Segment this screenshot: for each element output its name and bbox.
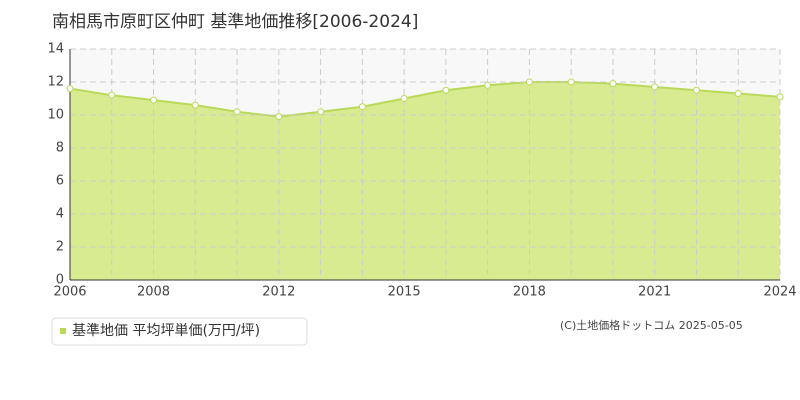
point	[567, 78, 575, 86]
y-tick-label: 14	[47, 42, 64, 57]
credit: (C)土地価格ドットコム 2025-05-05	[560, 318, 743, 332]
y-tick-label: 2	[56, 240, 64, 255]
x-tick-label: 2012	[262, 285, 295, 300]
legend-label: 基準地価 平均坪単価(万円/坪)	[72, 322, 260, 339]
point	[651, 83, 659, 91]
x-tick-label: 2021	[638, 285, 671, 300]
x-tick-label: 2018	[513, 285, 546, 300]
point	[275, 113, 283, 121]
legend	[51, 317, 308, 346]
legend-swatch	[60, 328, 66, 334]
point	[150, 96, 158, 104]
point	[525, 78, 533, 86]
point	[442, 86, 450, 94]
point	[108, 91, 116, 99]
point	[734, 90, 742, 98]
point	[358, 103, 366, 111]
y-tick-label: 6	[56, 174, 64, 189]
x-tick-label: 2006	[53, 285, 86, 300]
point	[609, 80, 617, 88]
point	[776, 93, 784, 101]
point	[66, 85, 74, 93]
point	[317, 108, 325, 116]
y-tick-label: 12	[47, 75, 64, 90]
line	[69, 81, 781, 118]
chart-title: 南相馬市原町区仲町 基準地価推移[2006-2024]	[52, 12, 418, 32]
point	[400, 95, 408, 102]
y-tick-label: 0	[56, 273, 64, 288]
y-tick-label: 4	[56, 207, 64, 222]
point	[191, 101, 199, 109]
x-tick-label: 2015	[388, 285, 421, 300]
y-tick-label: 8	[56, 141, 64, 156]
x-tick-label: 2024	[763, 285, 796, 300]
point	[692, 86, 700, 94]
x-tick-label: 2008	[137, 285, 170, 300]
point	[233, 108, 241, 116]
point	[484, 81, 492, 89]
y-tick-label: 10	[47, 108, 64, 123]
